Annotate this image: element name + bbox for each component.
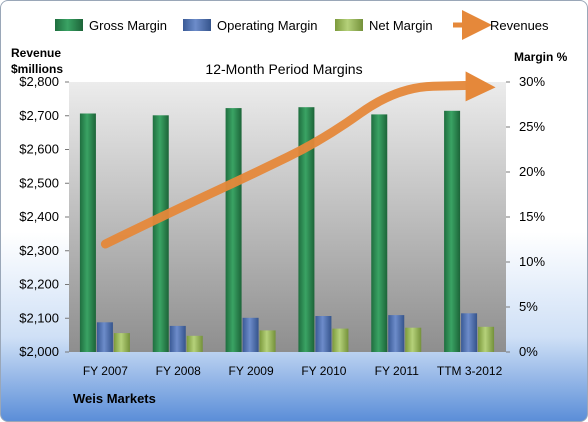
legend-swatch-operating — [183, 19, 211, 31]
left-axis-title-line2: $millions — [11, 62, 63, 76]
chart-title: 12-Month Period Margins — [205, 61, 362, 77]
bar-net-margin-5 — [478, 326, 495, 352]
bar-net-margin-2 — [259, 330, 276, 352]
right-axis-title: Margin % — [514, 50, 568, 64]
right-tick-label-2: 10% — [519, 254, 545, 269]
right-tick-label-6: 30% — [519, 74, 545, 89]
bar-gross-margin-4 — [371, 114, 388, 353]
revenue-line — [100, 80, 475, 249]
left-tick-label-3: $2,300 — [19, 243, 59, 258]
left-tick-label-6: $2,600 — [19, 142, 59, 157]
bar-operating-margin-5 — [461, 313, 478, 352]
bar-gross-margin-0 — [79, 113, 96, 352]
left-tick-label-1: $2,100 — [19, 310, 59, 325]
left-axis-title-line1: Revenue — [11, 46, 61, 60]
right-tick-label-0: 0% — [519, 344, 538, 359]
legend-swatch-gross — [55, 19, 83, 31]
legend-label-revenues: Revenues — [490, 18, 549, 33]
bar-net-margin-0 — [113, 333, 130, 352]
bar-operating-margin-2 — [242, 317, 259, 352]
bar-net-margin-3 — [332, 328, 349, 352]
left-tick-label-8: $2,800 — [19, 74, 59, 89]
right-tick-label-3: 15% — [519, 209, 545, 224]
bar-gross-margin-3 — [298, 107, 315, 352]
x-tick-label-2: FY 2009 — [229, 364, 274, 378]
bar-operating-margin-4 — [388, 315, 405, 352]
bar-gross-margin-1 — [152, 115, 169, 352]
revenue-arrowhead — [465, 71, 496, 102]
x-axis-labels: FY 2007 FY 2008 FY 2009 FY 2010 FY 2011 TTM 3… — [83, 364, 503, 378]
bar-operating-margin-0 — [96, 322, 113, 352]
left-axis-ticks: $2,000 $2,100 $2,200 $2,300 $2,400 $2,500 $2,6… — [19, 74, 69, 359]
right-tick-label-1: 5% — [519, 299, 538, 314]
x-tick-label-0: FY 2007 — [83, 364, 128, 378]
legend: Gross Margin Operating Margin Net Margin… — [55, 10, 549, 40]
left-tick-label-0: $2,000 — [19, 344, 59, 359]
legend-swatch-net — [335, 19, 363, 31]
bar-operating-margin-1 — [169, 325, 186, 352]
x-tick-label-1: FY 2008 — [156, 364, 201, 378]
bar-gross-margin-2 — [225, 108, 242, 352]
x-tick-label-5: TTM 3-2012 — [437, 364, 503, 378]
bar-net-margin-1 — [186, 335, 203, 352]
legend-label-operating: Operating Margin — [217, 18, 317, 33]
legend-label-net: Net Margin — [369, 18, 433, 33]
bars-group — [79, 107, 495, 353]
left-tick-label-5: $2,500 — [19, 175, 59, 190]
revenue-line-group — [100, 71, 496, 249]
legend-label-gross: Gross Margin — [89, 18, 167, 33]
left-tick-label-2: $2,200 — [19, 277, 59, 292]
bar-net-margin-4 — [405, 327, 422, 352]
right-tick-label-5: 25% — [519, 119, 545, 134]
bar-operating-margin-3 — [315, 316, 332, 352]
x-tick-label-4: FY 2011 — [375, 364, 420, 378]
right-axis-ticks: 0% 5% 10% 15% 20% 25% 30% — [506, 74, 545, 359]
left-tick-label-4: $2,400 — [19, 209, 59, 224]
left-tick-label-7: $2,700 — [19, 108, 59, 123]
plot-area — [69, 82, 506, 352]
right-tick-label-4: 20% — [519, 164, 545, 179]
bar-gross-margin-5 — [444, 110, 461, 352]
x-tick-label-3: FY 2010 — [301, 364, 346, 378]
company-name: Weis Markets — [73, 391, 156, 406]
